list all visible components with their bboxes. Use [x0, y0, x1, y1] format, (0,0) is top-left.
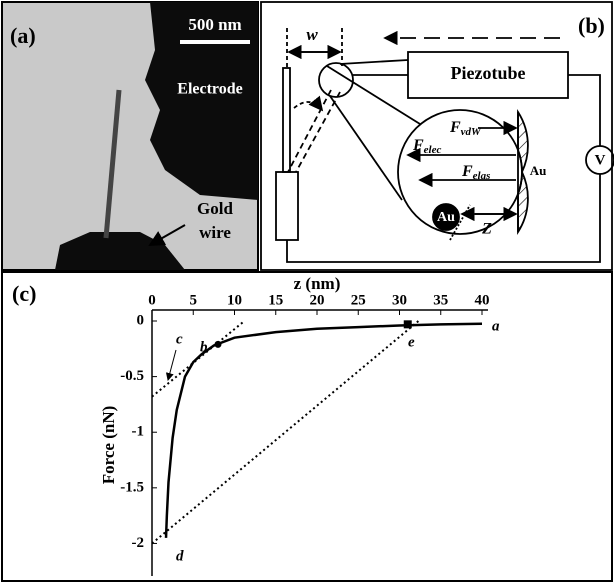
x-tick-label: 0: [148, 292, 156, 308]
x-tick-label: 5: [190, 292, 198, 308]
w-label: w: [306, 25, 318, 44]
au-electrode-label: Au: [530, 163, 547, 178]
annotation: c: [176, 331, 183, 347]
force-main: F: [461, 163, 473, 180]
point: [215, 341, 222, 348]
force-label: Felec: [412, 137, 441, 156]
x-tick-label: 20: [310, 292, 325, 308]
force-sub: elas: [473, 170, 491, 182]
force-main: F: [449, 119, 461, 136]
tangent-line: [152, 321, 418, 543]
panel-label: (c): [12, 281, 36, 306]
panel-label: (b): [578, 13, 605, 38]
wire-label: wire: [199, 223, 231, 242]
annotation: d: [176, 548, 184, 564]
force-sub: elec: [424, 144, 442, 156]
force-label: FvdW: [449, 119, 482, 138]
force-sub: vdW: [461, 126, 482, 138]
y-tick-label: 0: [137, 312, 145, 328]
annotation-arrow: [168, 350, 176, 380]
y-tick-label: -1.5: [120, 479, 144, 495]
x-axis-label: z (nm): [294, 274, 341, 293]
panel-a: (a) 500 nm Electrode Gold wire: [2, 2, 258, 270]
y-tick-label: -0.5: [120, 368, 144, 384]
panel-label: (a): [10, 23, 36, 48]
piezotube-label: Piezotube: [451, 63, 526, 83]
electrode-label: Electrode: [177, 81, 242, 98]
x-tick-label: 30: [392, 292, 407, 308]
y-tick-label: -1: [132, 424, 145, 440]
scale-bar-label: 500 nm: [188, 15, 241, 34]
x-tick-label: 15: [268, 292, 283, 308]
x-tick-label: 40: [475, 292, 490, 308]
panel-c: [2, 272, 612, 581]
figure: (a) 500 nm Electrode Gold wire (b) w Pie…: [0, 0, 614, 583]
voltage-label: V: [595, 152, 606, 168]
force-label: Felas: [461, 163, 490, 182]
annotation: a: [492, 318, 500, 334]
z-label: Z: [481, 221, 492, 238]
chart: 0 5 10 15 20 25 30 35 40 0 -0.5 -1 -1.5 -2 (c) z (nm) Fo…: [12, 274, 500, 576]
y-tick-label: -2: [132, 535, 145, 551]
point: [404, 320, 412, 328]
wire-label: Gold: [197, 199, 233, 218]
line: [166, 324, 482, 538]
y-axis-label: Force (nN): [99, 406, 118, 485]
au-tip-label: Au: [437, 210, 455, 225]
x-tick-label: 25: [351, 292, 366, 308]
force-main: F: [412, 137, 424, 154]
x-tick-label: 10: [227, 292, 242, 308]
x-tick-label: 35: [433, 292, 448, 308]
annotation: e: [408, 334, 415, 350]
annotation: b: [200, 339, 208, 355]
